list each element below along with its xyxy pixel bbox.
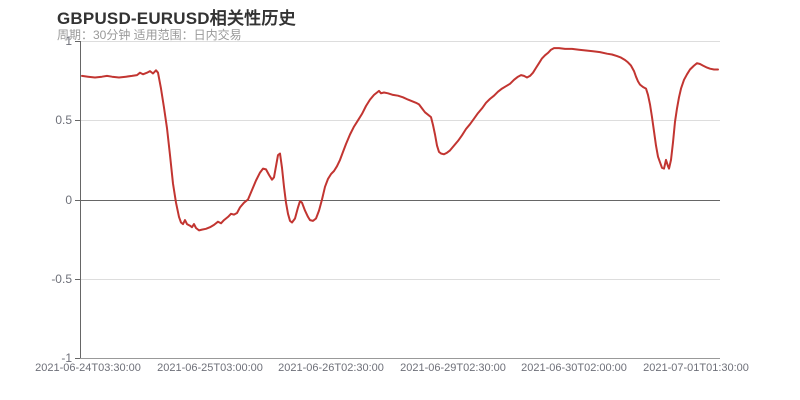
chart-title: GBPUSD-EURUSD相关性历史 [57, 9, 296, 28]
y-tick-label: -1 [61, 351, 72, 365]
chart-subtitle: 周期：30分钟 适用范围：日内交易 [57, 28, 242, 42]
series-line [81, 47, 719, 232]
y-tick-label: 1 [65, 34, 72, 48]
x-tick-label: 2021-06-24T03:30:00 [35, 362, 141, 374]
x-tick-label: 2021-07-01T01:30:00 [643, 362, 749, 374]
y-tick-label: 0.5 [55, 113, 72, 128]
x-tick-label: 2021-06-25T03:00:00 [157, 362, 263, 374]
y-tick-label: 0 [65, 192, 72, 207]
x-tick-label: 2021-06-26T02:30:00 [278, 362, 384, 374]
y-tick-label: -0.5 [51, 271, 72, 286]
x-tick-label: 2021-06-30T02:00:00 [521, 362, 627, 374]
x-tick-label: 2021-06-29T02:30:00 [400, 362, 506, 374]
